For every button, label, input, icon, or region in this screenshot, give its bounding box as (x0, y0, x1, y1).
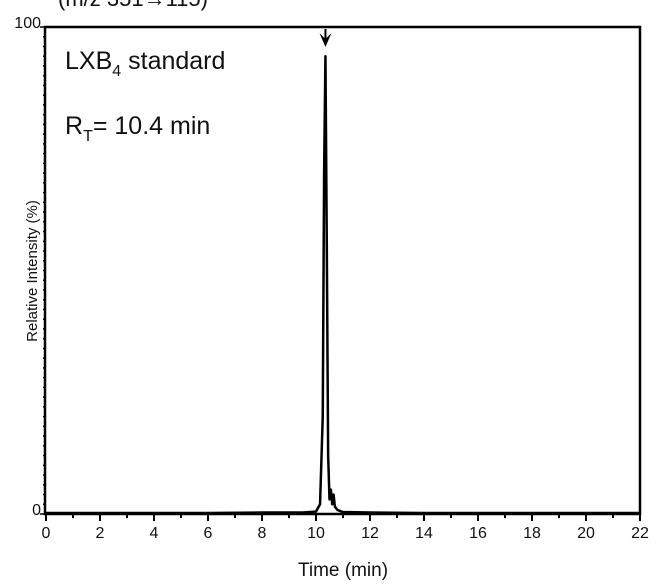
x-tick-label: 12 (361, 525, 379, 542)
compound-rest: standard (121, 47, 225, 75)
x-tick-label: 20 (577, 525, 595, 542)
y-axis-title: Relative Intensity (%) (24, 200, 41, 342)
x-tick-label: 6 (204, 525, 213, 542)
plot-frame (43, 25, 642, 516)
rt-main: R (65, 112, 83, 140)
x-tick-label: 22 (631, 525, 649, 542)
compound-annotation: LXB4 standard (65, 47, 225, 80)
y-tick-label: 100 (14, 15, 41, 32)
x-axis: 0 2 4 6 8 10 12 14 16 18 20 22 (42, 514, 649, 542)
retention-time-annotation: RT= 10.4 min (65, 112, 210, 145)
x-tick-label: 10 (307, 525, 325, 542)
peak-arrow-icon (319, 29, 332, 47)
chromatogram-trace (46, 54, 640, 515)
compound-main: LXB (65, 47, 112, 75)
x-tick-label: 2 (96, 525, 105, 542)
y-axis: 0 100 (14, 15, 46, 519)
x-axis-title: Time (min) (298, 560, 388, 581)
rt-rest: = 10.4 min (93, 112, 210, 140)
y-tick-label: 0 (32, 502, 41, 519)
x-tick-label: 18 (523, 525, 541, 542)
chart-title: (m/z 351→115) (58, 0, 208, 11)
x-tick-label: 16 (469, 525, 487, 542)
x-tick-label: 14 (415, 525, 433, 542)
rt-subscript: T (83, 128, 93, 145)
x-tick-label: 4 (150, 525, 159, 542)
x-tick-label: 8 (258, 525, 267, 542)
compound-subscript: 4 (112, 63, 121, 80)
x-tick-label: 0 (42, 525, 51, 542)
